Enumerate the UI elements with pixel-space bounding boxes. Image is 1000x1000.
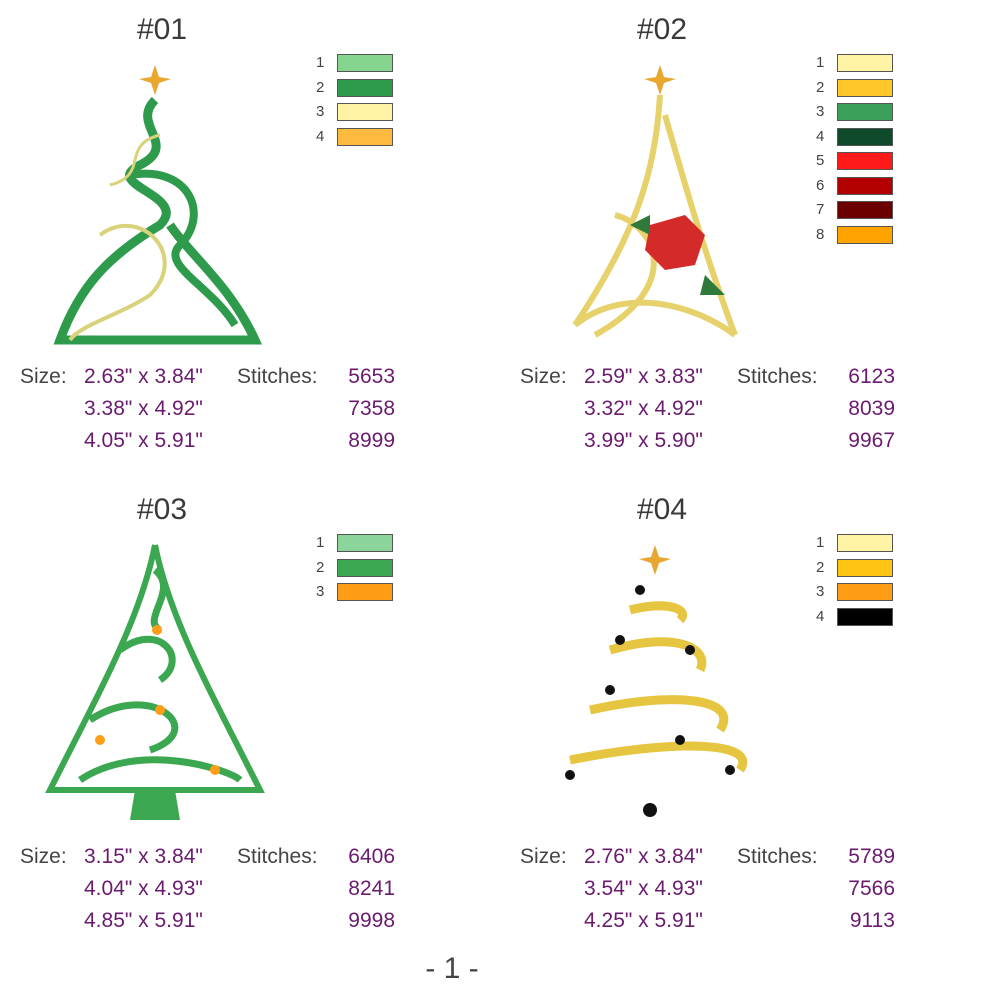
color-swatch — [837, 534, 893, 552]
size-value: 4.85" x 5.91" — [84, 909, 203, 932]
size-value: 3.99" x 5.90" — [584, 429, 703, 452]
size-value: 3.38" x 4.92" — [84, 397, 203, 420]
color-number: 1 — [316, 534, 325, 551]
color-swatch — [837, 176, 893, 195]
size-label: Size: — [20, 845, 67, 868]
color-swatch — [837, 225, 893, 244]
stitch-count: 8999 — [348, 429, 395, 452]
color-swatch — [837, 127, 893, 146]
design-title: #04 — [636, 493, 688, 526]
stitch-count: 6123 — [848, 365, 895, 388]
size-label: Size: — [520, 845, 567, 868]
color-number: 2 — [816, 78, 825, 96]
color-number: 8 — [816, 225, 825, 243]
size-value: 2.59" x 3.83" — [584, 365, 703, 388]
color-swatch — [337, 558, 393, 577]
stitch-count: 9113 — [849, 909, 895, 932]
color-swatch — [837, 152, 893, 170]
color-swatch — [837, 201, 893, 219]
color-swatch — [337, 127, 393, 146]
color-number: 1 — [816, 54, 825, 71]
design-title: #01 — [136, 13, 188, 46]
color-swatch — [337, 78, 393, 97]
color-swatch — [837, 78, 893, 97]
color-number: 4 — [316, 127, 325, 145]
color-number: 2 — [816, 558, 825, 576]
color-number: 5 — [816, 152, 825, 169]
size-value: 2.63" x 3.84" — [84, 365, 203, 388]
color-swatch — [837, 103, 893, 121]
color-swatch — [837, 558, 893, 577]
color-swatch — [837, 54, 893, 72]
color-number: 6 — [816, 176, 825, 194]
size-value: 4.05" x 5.91" — [84, 429, 203, 452]
color-number: 3 — [316, 583, 325, 600]
color-number: 4 — [816, 607, 825, 625]
color-number: 3 — [816, 103, 825, 120]
stitches-label: Stitches: — [737, 845, 818, 868]
size-value: 3.32" x 4.92" — [584, 397, 703, 420]
stitch-count: 7358 — [348, 397, 395, 420]
color-number: 2 — [316, 558, 325, 576]
color-number: 1 — [316, 54, 325, 71]
size-value: 4.25" x 5.91" — [584, 909, 703, 932]
stitch-count: 9967 — [848, 429, 895, 452]
color-number: 2 — [316, 78, 325, 96]
color-number: 4 — [816, 127, 825, 145]
stitches-label: Stitches: — [237, 365, 318, 388]
stitch-count: 8039 — [848, 397, 895, 420]
color-swatch — [837, 583, 893, 601]
stitch-count: 8241 — [348, 877, 395, 900]
tree-art — [565, 545, 748, 817]
size-value: 3.15" x 3.84" — [84, 845, 203, 868]
page-number: - 1 - — [425, 952, 479, 985]
stitch-count: 6406 — [348, 845, 395, 868]
stitch-count: 9998 — [348, 909, 395, 932]
stitch-count: 5653 — [348, 365, 395, 388]
design-title: #03 — [136, 493, 188, 526]
tree-art — [45, 544, 265, 820]
size-label: Size: — [520, 365, 567, 388]
tree-art — [53, 65, 262, 345]
design-title: #02 — [636, 13, 688, 46]
color-swatch — [337, 54, 393, 72]
stitch-count: 5789 — [848, 845, 895, 868]
tree-art — [572, 65, 738, 338]
color-swatch — [837, 607, 893, 626]
color-number: 1 — [816, 534, 825, 551]
color-number: 3 — [316, 103, 325, 120]
size-value: 3.54" x 4.93" — [584, 877, 703, 900]
color-number: 3 — [816, 583, 825, 600]
size-value: 2.76" x 3.84" — [584, 845, 703, 868]
stitch-count: 7566 — [848, 877, 895, 900]
stitches-label: Stitches: — [737, 365, 818, 388]
color-swatch — [337, 534, 393, 552]
color-swatch — [337, 103, 393, 121]
color-number: 7 — [816, 201, 825, 218]
size-value: 4.04" x 4.93" — [84, 877, 203, 900]
stitches-label: Stitches: — [237, 845, 318, 868]
size-label: Size: — [20, 365, 67, 388]
color-swatch — [337, 583, 393, 601]
